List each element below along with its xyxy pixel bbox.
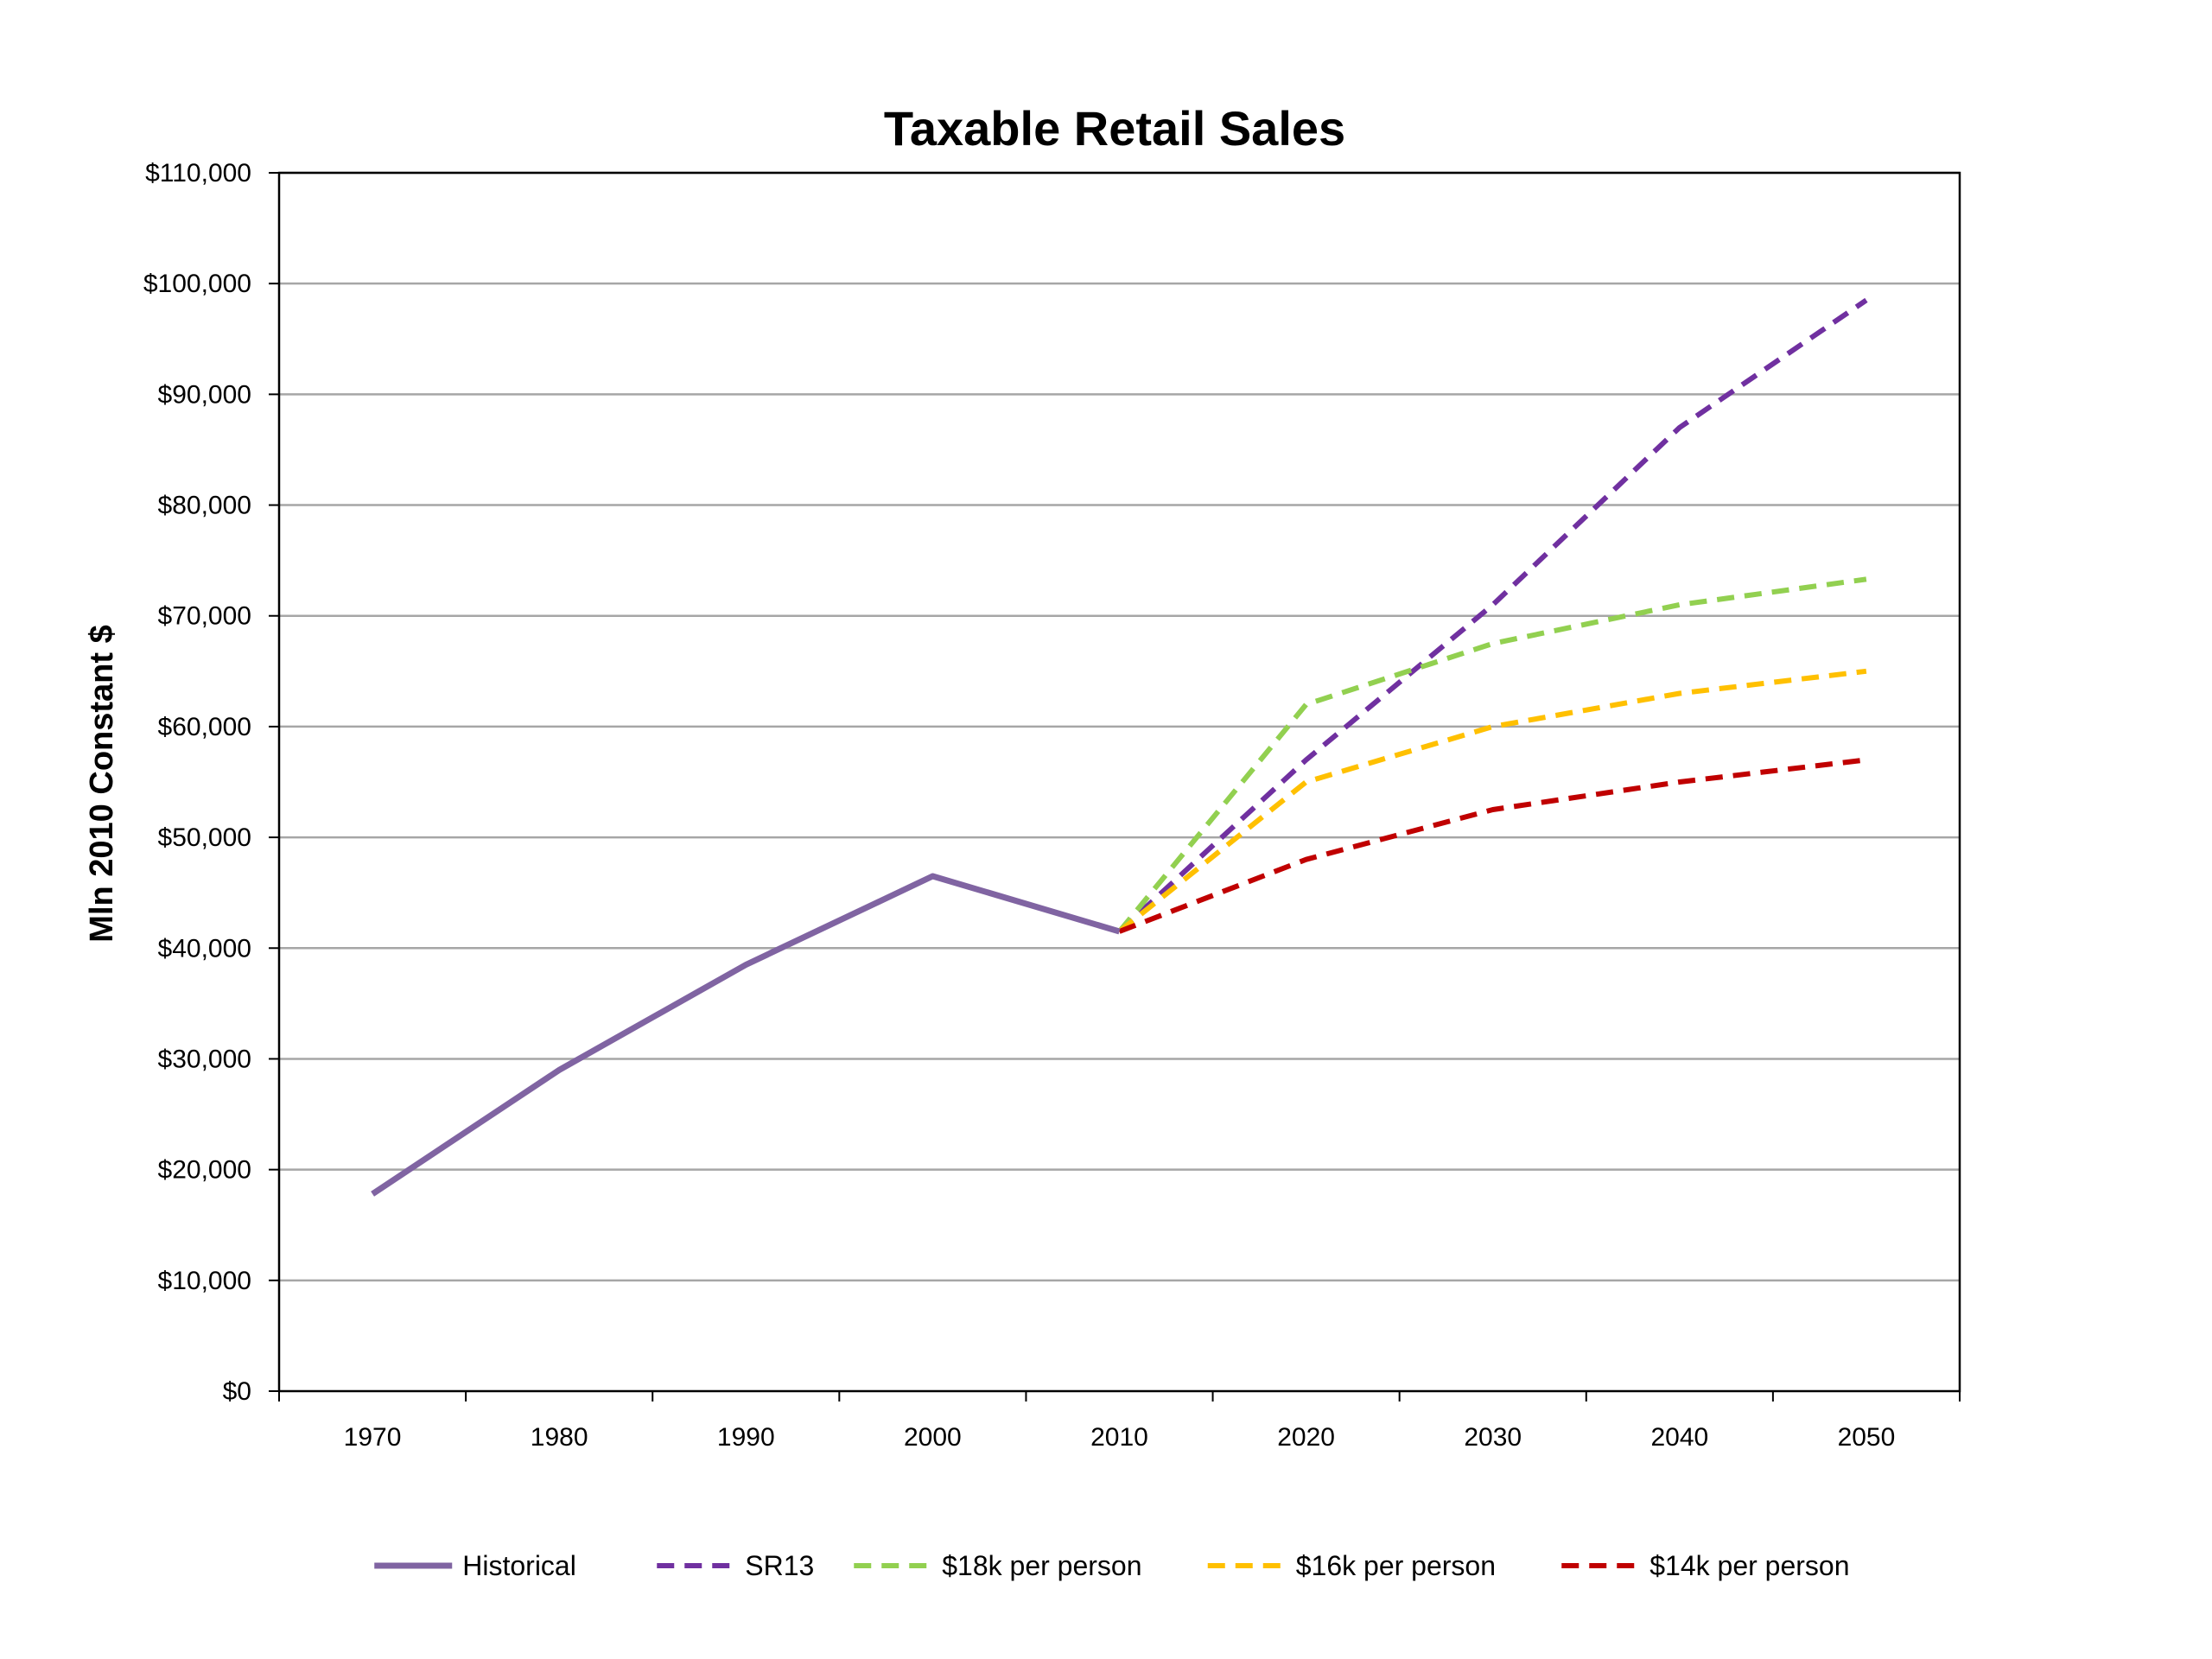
x-tick-label: 2030 bbox=[1464, 1423, 1522, 1452]
x-tick-label: 2050 bbox=[1838, 1423, 1896, 1452]
legend-item: $14k per person bbox=[1561, 1550, 1850, 1581]
x-tick-label: 2010 bbox=[1090, 1423, 1148, 1452]
x-tick-label: 1990 bbox=[717, 1423, 775, 1452]
x-tick-label: 2040 bbox=[1650, 1423, 1708, 1452]
series-line-14k-per-person bbox=[1118, 757, 1867, 934]
y-tick-label: $100,000 bbox=[143, 270, 251, 298]
series-line-historical bbox=[371, 873, 1121, 1197]
y-tick-label: $0 bbox=[223, 1377, 251, 1406]
y-tick-label: $110,000 bbox=[145, 159, 251, 188]
x-tick-label: 2020 bbox=[1277, 1423, 1335, 1452]
y-axis-label: Mln 2010 Constant $ bbox=[84, 625, 120, 942]
y-tick-label: $40,000 bbox=[158, 934, 251, 963]
legend-label: Historical bbox=[462, 1550, 576, 1581]
legend-item: $18k per person bbox=[854, 1550, 1142, 1581]
plot-frame bbox=[277, 171, 1961, 1393]
x-tick-label: 1970 bbox=[344, 1423, 402, 1452]
y-tick-label: $70,000 bbox=[158, 602, 251, 631]
legend-label: $16k per person bbox=[1296, 1550, 1496, 1581]
x-tick-label: 2000 bbox=[904, 1423, 962, 1452]
legend-item: $16k per person bbox=[1207, 1550, 1496, 1581]
chart-title: Taxable Retail Sales bbox=[884, 101, 1345, 156]
legend-item: Historical bbox=[374, 1550, 576, 1581]
x-axis: 1970 1980 1990 2000 2010 2020 2030 2040 2050 bbox=[278, 1391, 1961, 1452]
legend-label: SR13 bbox=[745, 1550, 814, 1581]
legend-label: $14k per person bbox=[1649, 1550, 1849, 1581]
legend-label: $18k per person bbox=[942, 1550, 1141, 1581]
legend: Historical SR13 $18k per person $16k per pe… bbox=[374, 1550, 1850, 1581]
y-tick-label: $50,000 bbox=[158, 823, 251, 852]
y-tick-label: $10,000 bbox=[158, 1267, 251, 1295]
series-line-sr13 bbox=[1117, 297, 1868, 934]
series-lines bbox=[371, 297, 1868, 1197]
y-tick-label: $90,000 bbox=[158, 380, 251, 409]
series-line-16k-per-person bbox=[1117, 668, 1867, 934]
legend-item: SR13 bbox=[657, 1550, 814, 1581]
y-tick-label: $80,000 bbox=[158, 492, 251, 520]
x-tick-label: 1980 bbox=[531, 1423, 588, 1452]
y-tick-label: $30,000 bbox=[158, 1045, 251, 1073]
y-axis: $0 $10,000 $20,000 $30,000 $40,000 $50,000 $60… bbox=[143, 159, 279, 1406]
y-tick-label: $20,000 bbox=[158, 1156, 251, 1185]
gridlines bbox=[279, 171, 1960, 1282]
y-tick-label: $60,000 bbox=[158, 713, 251, 741]
series-line-18k-per-person bbox=[1117, 576, 1867, 933]
plot-area bbox=[277, 171, 1961, 1393]
